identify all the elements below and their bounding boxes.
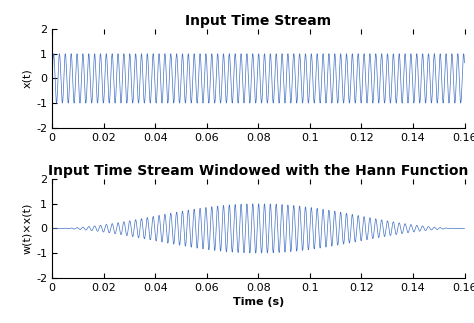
- Y-axis label: w(t)×x(t): w(t)×x(t): [22, 203, 32, 254]
- X-axis label: Time (s): Time (s): [233, 297, 284, 307]
- Title: Input Time Stream: Input Time Stream: [185, 14, 331, 28]
- Y-axis label: x(t): x(t): [22, 68, 32, 88]
- Title: Input Time Stream Windowed with the Hann Function: Input Time Stream Windowed with the Hann…: [48, 164, 468, 178]
